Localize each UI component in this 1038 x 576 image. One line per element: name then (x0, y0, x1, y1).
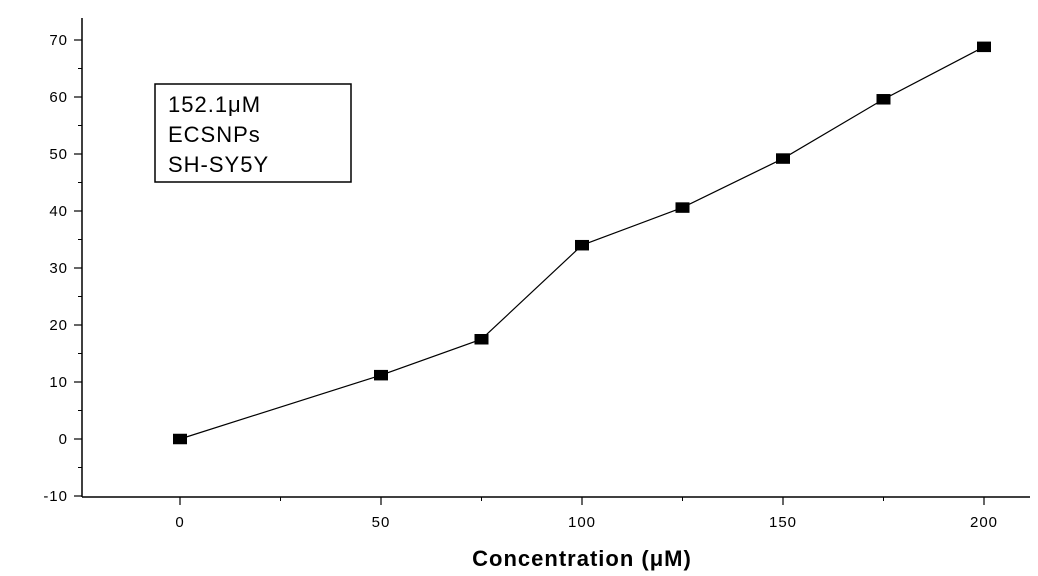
axes (81, 18, 1030, 498)
x-axis-title: Concentration (μM) (472, 546, 692, 571)
annotation-box: 152.1μM ECSNPs SH-SY5Y (154, 83, 352, 183)
y-tick-label: 40 (49, 203, 68, 220)
data-point (675, 202, 690, 213)
y-tick-label: 0 (59, 431, 68, 448)
annotation-line-2: ECSNPs (168, 122, 261, 147)
x-tick-label: 200 (970, 514, 998, 531)
y-tick-label: 70 (49, 32, 68, 49)
x-tick-label: 0 (175, 514, 184, 531)
data-point (776, 153, 790, 164)
y-tick-label: 50 (49, 146, 68, 163)
ticks: -10 0 10 20 30 40 50 60 70 0 50 100 150 200 (43, 32, 998, 531)
annotation-line-1: 152.1μM (168, 92, 261, 117)
y-tick-label: 20 (49, 317, 68, 334)
data-point (575, 239, 589, 251)
y-tick-label: 10 (49, 374, 68, 391)
annotation-line-3: SH-SY5Y (168, 152, 269, 177)
series (173, 41, 991, 445)
annotation-frame (154, 83, 352, 183)
data-point (374, 369, 388, 381)
series-line (179, 46, 985, 440)
x-tick-label: 50 (372, 514, 391, 531)
y-tick-label: -10 (43, 488, 68, 505)
data-point (173, 433, 187, 445)
data-point (977, 41, 991, 53)
y-tick-label: 60 (49, 89, 68, 106)
data-point (474, 334, 489, 345)
x-tick-label: 100 (568, 514, 596, 531)
data-point (876, 94, 891, 105)
x-tick-label: 150 (769, 514, 797, 531)
y-tick-label: 30 (49, 260, 68, 277)
